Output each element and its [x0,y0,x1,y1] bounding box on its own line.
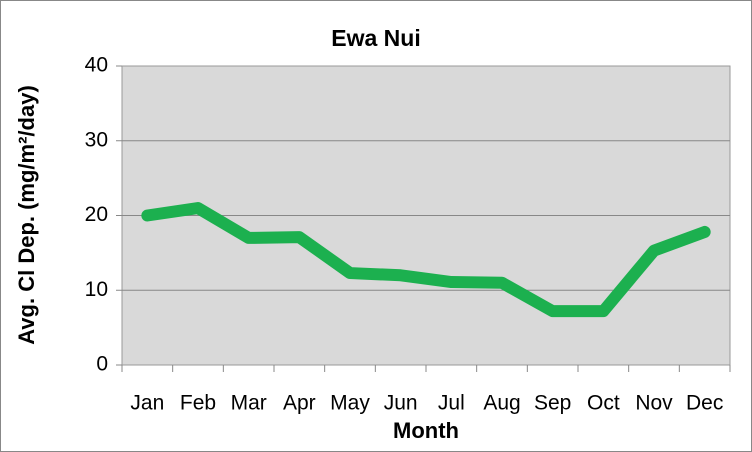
y-tick-label: 40 [85,54,108,77]
x-tick-label: May [330,392,370,415]
y-tick-label: 0 [96,353,108,376]
x-tick-label: Oct [587,392,620,415]
x-tick-label: Mar [231,392,267,415]
x-tick-label: Dec [686,392,723,415]
x-tick-label: Aug [483,392,520,415]
x-tick-label: Feb [180,392,216,415]
x-axis-label: Month [393,418,459,443]
x-tick-label: Jan [130,392,164,415]
y-tick-label: 20 [85,203,108,226]
x-tick-label: Jul [438,392,465,415]
x-tick-label: Nov [635,392,673,415]
y-tick-label: 10 [85,278,108,301]
y-axis-label: Avg. Cl Dep. (mg/m²/day) [14,85,39,345]
data-line [141,202,711,318]
y-tick-label: 30 [85,128,108,151]
x-tick-label: Apr [283,392,316,415]
chart-title: Ewa Nui [331,25,420,51]
x-tick-label: Sep [534,392,571,415]
x-tick-label: Jun [384,392,418,415]
